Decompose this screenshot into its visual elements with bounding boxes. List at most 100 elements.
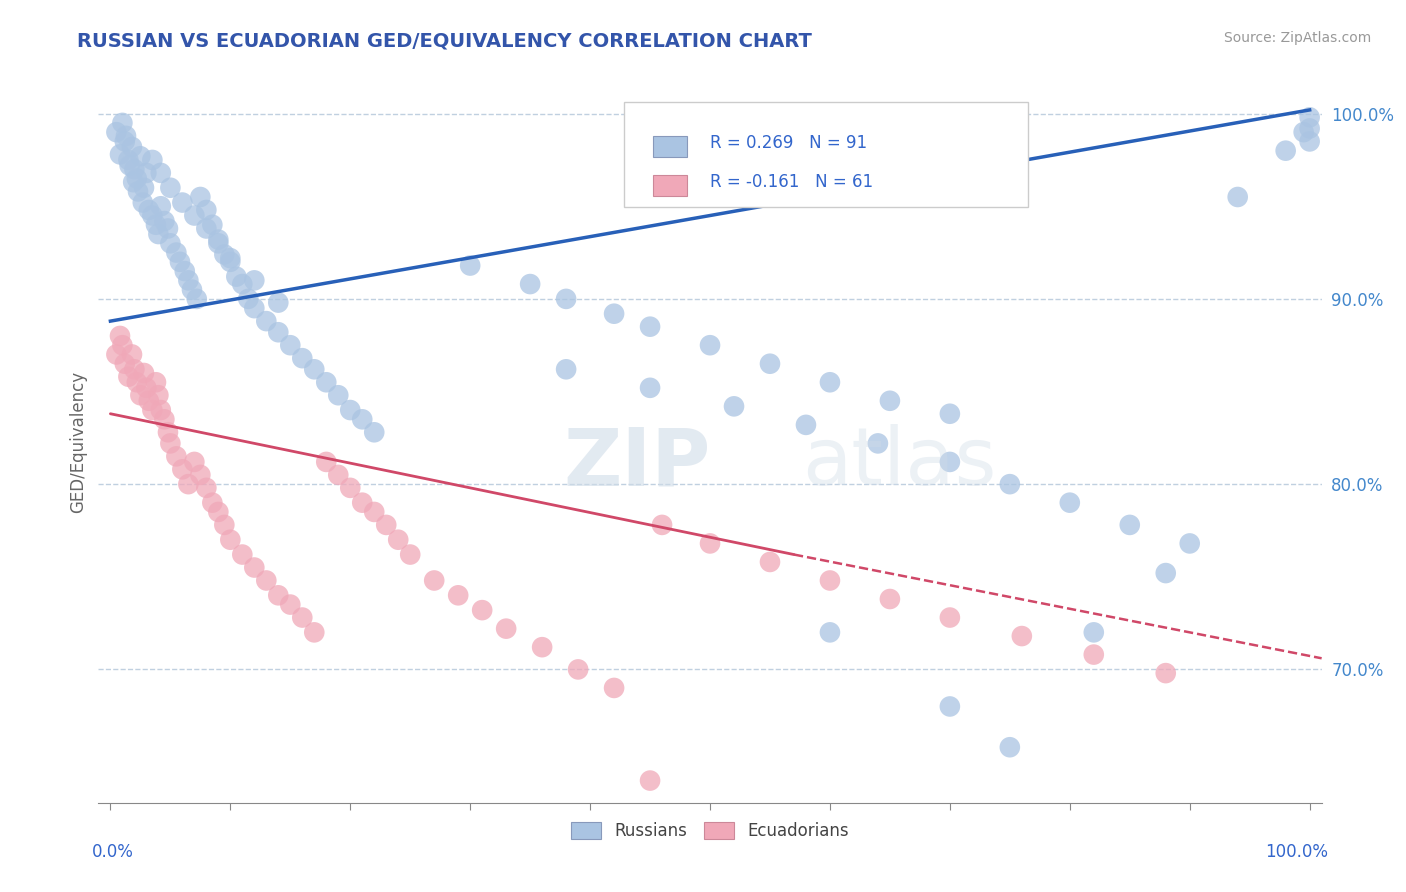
Point (214, 517, 236, 532)
Point (879, 592, 901, 607)
Point (149, 199, 172, 213)
Point (818, 574, 841, 588)
FancyBboxPatch shape (624, 102, 1028, 207)
Point (207, 233, 229, 247)
Point (939, 407, 962, 421)
Point (231, 548, 253, 562)
Point (201, 496, 224, 510)
Legend: Russians, Ecuadorians: Russians, Ecuadorians (564, 815, 856, 847)
Text: R = -0.161   N = 61: R = -0.161 N = 61 (710, 173, 873, 191)
Point (699, 536, 721, 550)
Point (135, 166, 157, 180)
FancyBboxPatch shape (652, 136, 686, 157)
Point (117, 369, 139, 384)
Point (111, 338, 134, 352)
Point (135, 381, 157, 395)
Point (132, 180, 155, 194)
Text: 100.0%: 100.0% (1265, 843, 1327, 861)
Point (651, 517, 673, 532)
Point (423, 574, 446, 588)
Point (567, 662, 589, 676)
Point (267, 325, 290, 339)
Point (399, 548, 422, 562)
Point (114, 135, 136, 149)
Point (603, 681, 626, 695)
Point (638, 319, 661, 334)
Point (188, 467, 211, 482)
Point (132, 366, 155, 380)
Point (315, 455, 337, 469)
Point (1083, 625, 1105, 640)
Point (699, 338, 721, 352)
Point (243, 273, 266, 287)
Point (818, 376, 841, 390)
Point (243, 301, 266, 315)
Point (267, 295, 290, 310)
Point (148, 227, 170, 241)
Point (363, 425, 385, 440)
Point (1298, 111, 1320, 125)
Point (238, 292, 260, 306)
Text: Source: ZipAtlas.com: Source: ZipAtlas.com (1223, 31, 1371, 45)
Point (495, 622, 517, 636)
Point (291, 351, 314, 366)
Point (108, 147, 131, 161)
Point (759, 357, 782, 371)
Point (145, 218, 167, 232)
Point (111, 116, 134, 130)
Text: atlas: atlas (801, 425, 995, 502)
Point (183, 209, 205, 223)
Point (121, 347, 143, 361)
Point (153, 412, 176, 426)
Point (304, 362, 326, 376)
Point (519, 277, 541, 291)
Point (998, 740, 1021, 755)
Point (1226, 190, 1249, 204)
Point (181, 283, 204, 297)
Point (866, 436, 889, 450)
Point (225, 269, 247, 284)
Point (156, 221, 179, 235)
Point (124, 162, 146, 177)
Point (127, 185, 149, 199)
Point (531, 640, 554, 655)
Point (267, 588, 290, 602)
Point (794, 417, 817, 432)
Point (352, 496, 374, 510)
Point (723, 400, 745, 414)
Text: RUSSIAN VS ECUADORIAN GED/EQUIVALENCY CORRELATION CHART: RUSSIAN VS ECUADORIAN GED/EQUIVALENCY CO… (77, 31, 813, 50)
Point (195, 221, 218, 235)
Point (1274, 144, 1296, 158)
Point (153, 214, 176, 228)
Point (603, 307, 626, 321)
Text: ZIP: ZIP (564, 425, 710, 502)
Point (149, 403, 172, 417)
Point (169, 255, 191, 269)
Point (998, 477, 1021, 491)
Point (195, 481, 218, 495)
Point (165, 450, 187, 464)
Point (117, 153, 139, 167)
Point (129, 388, 152, 402)
Point (352, 412, 374, 426)
Point (291, 610, 314, 624)
Point (188, 190, 211, 204)
Point (1011, 629, 1033, 643)
Point (149, 166, 172, 180)
Point (186, 292, 208, 306)
Point (1154, 666, 1177, 681)
Point (141, 153, 163, 167)
Point (1083, 648, 1105, 662)
Point (138, 202, 160, 217)
Point (141, 209, 163, 223)
Point (555, 362, 578, 376)
Y-axis label: GED/Equivalency: GED/Equivalency (69, 370, 87, 513)
Point (118, 159, 141, 173)
Text: 0.0%: 0.0% (93, 843, 134, 861)
Point (231, 277, 253, 291)
Point (387, 533, 409, 547)
Point (125, 171, 148, 186)
Point (278, 338, 301, 352)
Point (156, 425, 179, 440)
Point (219, 533, 242, 547)
